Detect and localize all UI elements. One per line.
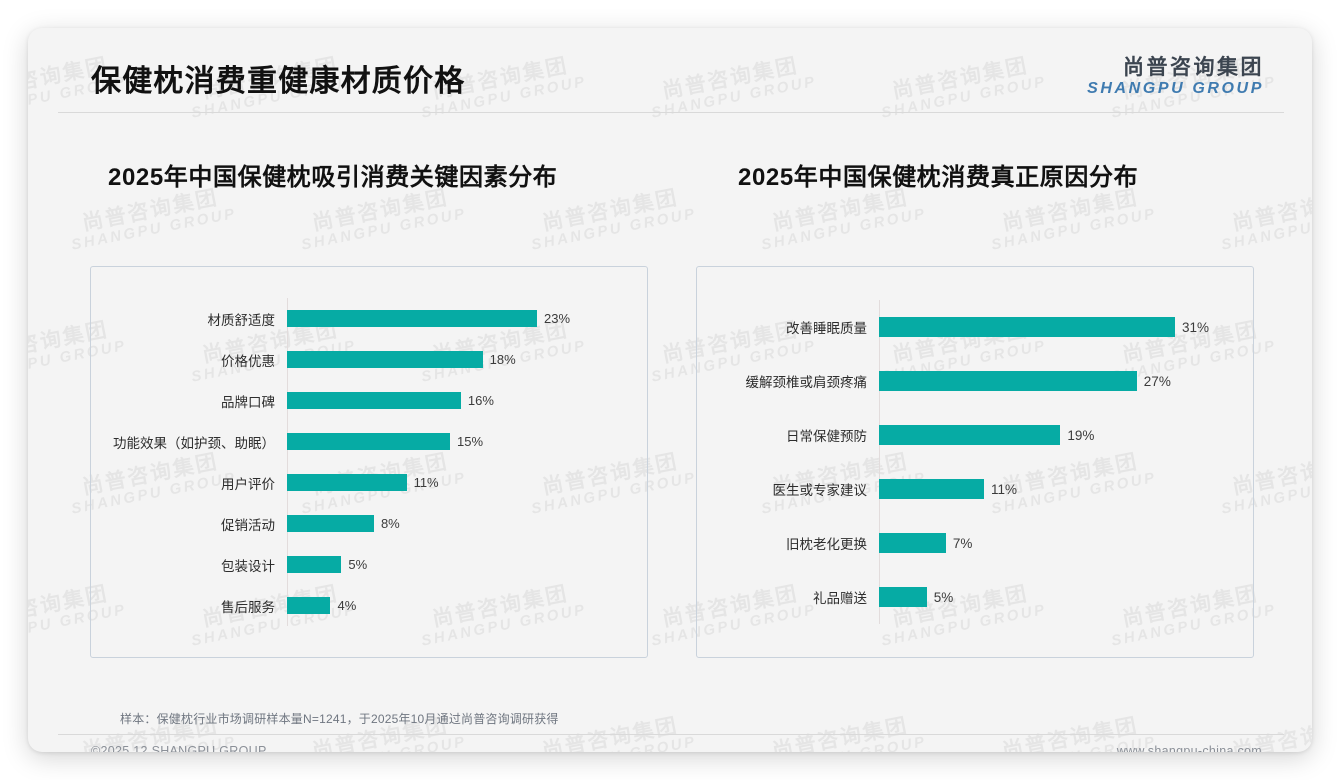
bar-track: 23% [287,298,647,339]
bar-category-label: 价格优惠 [221,353,275,369]
bar [287,433,451,450]
bar-value-label: 16% [467,393,494,408]
bar-value-label: 31% [1182,319,1210,335]
bar [879,371,1137,391]
bar-track: 18% [287,339,647,380]
bar-category-label: 缓解颈椎或肩颈疼痛 [745,375,868,390]
bar-track: 5% [287,544,647,585]
bar-row: 医生或专家建议 11% [697,462,1253,516]
bar-row: 功能效果（如护颈、助眠） 15% [91,421,647,462]
bar-row: 旧枕老化更换 7% [697,516,1253,570]
chart-right-title: 2025年中国保健枕消费真正原因分布 [738,164,1139,191]
bar-category-label: 促销活动 [221,517,275,533]
chart-left: 2025年中国保健枕吸引消费关键因素分布 材质舒适度 23% 价格优惠 18% 品牌口碑… [90,158,648,658]
bar [879,425,1061,445]
bar-value-label: 18% [489,352,516,367]
bar [287,515,374,532]
slide: 尚普咨询集团 SHANGPU GROUP 尚普咨询集团 SHANGPU GROUP 尚普… [28,28,1312,752]
brand-name-cn: 尚普咨询集团 [1123,56,1264,79]
bar-row: 售后服务 4% [91,585,647,626]
bar-value-label: 11% [991,481,1018,497]
bar-track: 19% [879,408,1253,462]
bar-track: 31% [879,300,1253,354]
bar [879,533,946,553]
bar-track: 15% [287,421,647,462]
bar [287,597,331,614]
bar [879,317,1175,337]
chart-left-title: 2025年中国保健枕吸引消费关键因素分布 [108,164,558,191]
bar-row: 材质舒适度 23% [91,298,647,339]
footer-copyright: ©2025.12 SHANGPU GROUP [91,744,267,752]
bar-row: 价格优惠 18% [91,339,647,380]
bar-value-label: 4% [337,598,357,613]
bar-track: 5% [879,570,1253,624]
bar-row: 礼品赠送 5% [697,570,1253,624]
bar-value-label: 8% [380,516,400,531]
footer-website: www.shangpu-china.com [1116,744,1262,752]
bar [287,351,483,368]
bar-track: 7% [879,516,1253,570]
chart-left-panel: 材质舒适度 23% 价格优惠 18% 品牌口碑 16% 功能效果（如护颈、助眠） 15% 用户评… [90,266,648,658]
bar-category-label: 礼品赠送 [813,591,867,606]
bar-track: 11% [287,462,647,503]
bar-category-label: 包装设计 [221,558,275,574]
bar-row: 缓解颈椎或肩颈疼痛 27% [697,354,1253,408]
bar-track: 8% [287,503,647,544]
bar-category-label: 医生或专家建议 [772,483,868,498]
bar-category-label: 旧枕老化更换 [786,537,867,552]
bar-value-label: 23% [544,311,571,326]
chart-right-axis [879,300,880,624]
chart-right-plot: 改善睡眠质量 31% 缓解颈椎或肩颈疼痛 27% 日常保健预防 19% 医生或专家建议 11%… [697,267,1253,657]
bar-row: 包装设计 5% [91,544,647,585]
bar-row: 促销活动 8% [91,503,647,544]
bar-row: 品牌口碑 16% [91,380,647,421]
bar [287,556,342,573]
bar-track: 4% [287,585,647,626]
bar-value-label: 19% [1067,427,1095,443]
footer-divider [58,734,1284,735]
bar-category-label: 日常保健预防 [786,429,867,444]
bar-track: 11% [879,462,1253,516]
bar-value-label: 5% [348,557,368,572]
chart-right-panel: 改善睡眠质量 31% 缓解颈椎或肩颈疼痛 27% 日常保健预防 19% 医生或专家建议 11%… [696,266,1254,658]
bar-value-label: 7% [952,535,973,551]
bar-value-label: 15% [457,434,484,449]
bar-value-label: 11% [413,475,439,490]
bar-category-label: 售后服务 [221,599,275,615]
bar-category-label: 功能效果（如护颈、助眠） [113,435,275,451]
bar-category-label: 用户评价 [221,476,275,492]
sample-footnote: 样本：保健枕行业市场调研样本量N=1241，于2025年10月通过尚普咨询调研获… [120,712,559,726]
bar [287,392,461,409]
page-title: 保健枕消费重健康材质价格 [91,65,466,98]
brand-name-en: SHANGPU GROUP [1087,79,1264,97]
bar-track: 27% [879,354,1253,408]
bar [287,310,537,327]
bar-row: 用户评价 11% [91,462,647,503]
bar-category-label: 改善睡眠质量 [786,321,867,336]
header-divider [58,112,1284,113]
bar-row: 日常保健预防 19% [697,408,1253,462]
bar [287,474,407,491]
brand-logo: 尚普咨询集团 SHANGPU GROUP [1087,56,1264,97]
slide-header: 保健枕消费重健康材质价格 尚普咨询集团 SHANGPU GROUP [28,28,1312,114]
chart-right: 2025年中国保健枕消费真正原因分布 改善睡眠质量 31% 缓解颈椎或肩颈疼痛 27%… [696,158,1254,658]
bar-category-label: 品牌口碑 [221,394,275,410]
bar-track: 16% [287,380,647,421]
bar-category-label: 材质舒适度 [207,312,276,328]
bar [879,587,927,607]
chart-left-axis [287,298,288,626]
bar-row: 改善睡眠质量 31% [697,300,1253,354]
bar [879,479,985,499]
bar-value-label: 27% [1143,373,1171,389]
bar-value-label: 5% [933,589,954,605]
chart-left-plot: 材质舒适度 23% 价格优惠 18% 品牌口碑 16% 功能效果（如护颈、助眠） 15% 用户评… [91,267,647,657]
